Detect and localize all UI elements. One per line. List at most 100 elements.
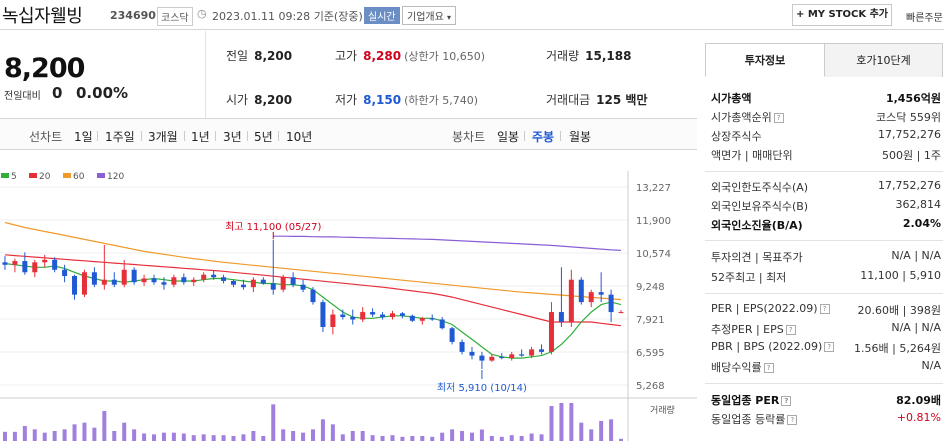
candle-body [62,269,68,276]
divider [705,240,943,241]
corp-overview-dropdown[interactable]: 기업개요 ▾ [402,6,457,25]
candle-body [151,278,157,283]
quote-datetime: 2023.01.11 09:28 기준(장중) [212,10,363,23]
volume-bar [479,429,484,441]
candle-body [598,292,604,295]
period-1y[interactable]: 1년 [191,130,210,144]
help-icon[interactable]: ? [824,342,835,352]
volume-bar [509,435,514,441]
volume-bar [221,435,226,441]
candle-body [240,284,246,288]
candle-body [389,313,395,318]
tab-investment-info[interactable]: 투자정보 [705,43,825,77]
candle-body [201,274,207,280]
candle-body [280,277,286,290]
candle-body [360,312,366,320]
help-icon[interactable]: ? [787,415,798,425]
candle-body [181,277,187,283]
divider [560,131,561,141]
volume-bar [559,403,564,441]
candle-body [231,280,237,285]
volume-bar [251,431,256,441]
line-chart-label: 선차트 [29,130,63,144]
volume-bar [609,419,614,441]
realtime-button[interactable]: 실시간 [364,7,400,24]
legend-swatch [63,173,71,178]
info-rank: 시가총액순위? 코스닥 559위 [711,111,941,124]
volume-bar [400,436,405,441]
volume-bar [420,436,425,441]
volume-bar [42,432,47,441]
info-market-cap: 시가총액 1,456억원 [711,92,941,105]
candle-chart-label: 봉차트 [452,130,486,144]
current-price: 8,200 [4,53,85,84]
ma20-line [4,254,622,327]
volume-bar [12,431,17,441]
candlestick-chart-svg: 13,227 11,900 10,574 9,248 7,921 6,595 5,268 5 2… [0,171,697,441]
volume-bar [301,432,306,441]
stat-high: 고가 8,280 (상한가 10,650) [335,49,485,63]
candle-body [101,279,107,285]
volume-bar [450,429,455,441]
candle-body [171,277,177,285]
candle-body [260,279,266,284]
legend-label: 20 [39,172,51,182]
candle-daily[interactable]: 일봉 [497,130,520,144]
quick-order-link[interactable]: 빠른주문 [906,13,943,24]
change-label: 전일대비 [4,91,41,102]
volume-bar [281,429,286,441]
divider [247,131,248,141]
volume-bar [152,434,157,441]
my-stock-add-button[interactable]: + MY STOCK 추가 [792,4,892,26]
price-chart[interactable]: 13,227 11,900 10,574 9,248 7,921 6,595 5,268 5 2… [0,151,697,441]
help-icon[interactable]: ? [819,304,830,314]
period-3m[interactable]: 3개월 [148,130,178,144]
info-sector-per: 동일업종 PER? 82.09배 [711,394,941,407]
period-1d[interactable]: 1일 [74,130,93,144]
candle-body [578,279,584,303]
period-10y[interactable]: 10년 [286,130,313,144]
volume-bar [599,421,604,441]
divider [278,131,279,141]
candle-body [320,302,326,327]
volume-bar [171,432,176,441]
volume-bar [519,436,524,441]
tab-orderbook-10[interactable]: 호가10단계 [825,43,943,77]
candle-body [588,292,594,303]
volume-bar [360,431,365,441]
period-5y[interactable]: 5년 [254,130,273,144]
volume-bar [499,436,504,441]
candle-body [310,289,316,303]
period-1w[interactable]: 1주일 [105,130,135,144]
volume-bar [132,429,137,441]
divider [97,131,98,141]
volume-bar [539,434,544,441]
divider [705,171,943,172]
volume-bar [62,429,67,441]
volume-bar [201,434,206,441]
info-per-eps: PER | EPS(2022.09)? 20.60배 | 398원 [711,302,941,317]
legend-label: 120 [107,172,124,182]
candle-monthly[interactable]: 월봉 [569,130,592,144]
candle-body [131,269,137,283]
candle-weekly[interactable]: 주봉 [532,130,555,144]
candle-body [489,356,495,361]
help-icon[interactable]: ? [785,325,796,335]
period-3y[interactable]: 3년 [223,130,242,144]
stat-open: 시가 8,200 [226,93,293,107]
candle-body [221,277,227,281]
volume-bar [241,434,246,441]
volume-bar [460,431,465,441]
candle-body [91,272,97,285]
y-tick-label: 9,248 [636,282,665,293]
candle-body [161,282,167,285]
help-icon[interactable]: ? [773,113,784,123]
volume-bar [380,436,385,441]
candle-body [211,274,217,278]
stock-header: 녹십자웰빙 234690 코스닥 ◷ 2023.01.11 09:28 기준(장… [0,0,944,30]
help-icon[interactable]: ? [763,363,774,373]
candle-body [12,261,18,265]
volume-bar [350,431,355,441]
divider [141,131,142,141]
help-icon[interactable]: ? [781,396,792,406]
